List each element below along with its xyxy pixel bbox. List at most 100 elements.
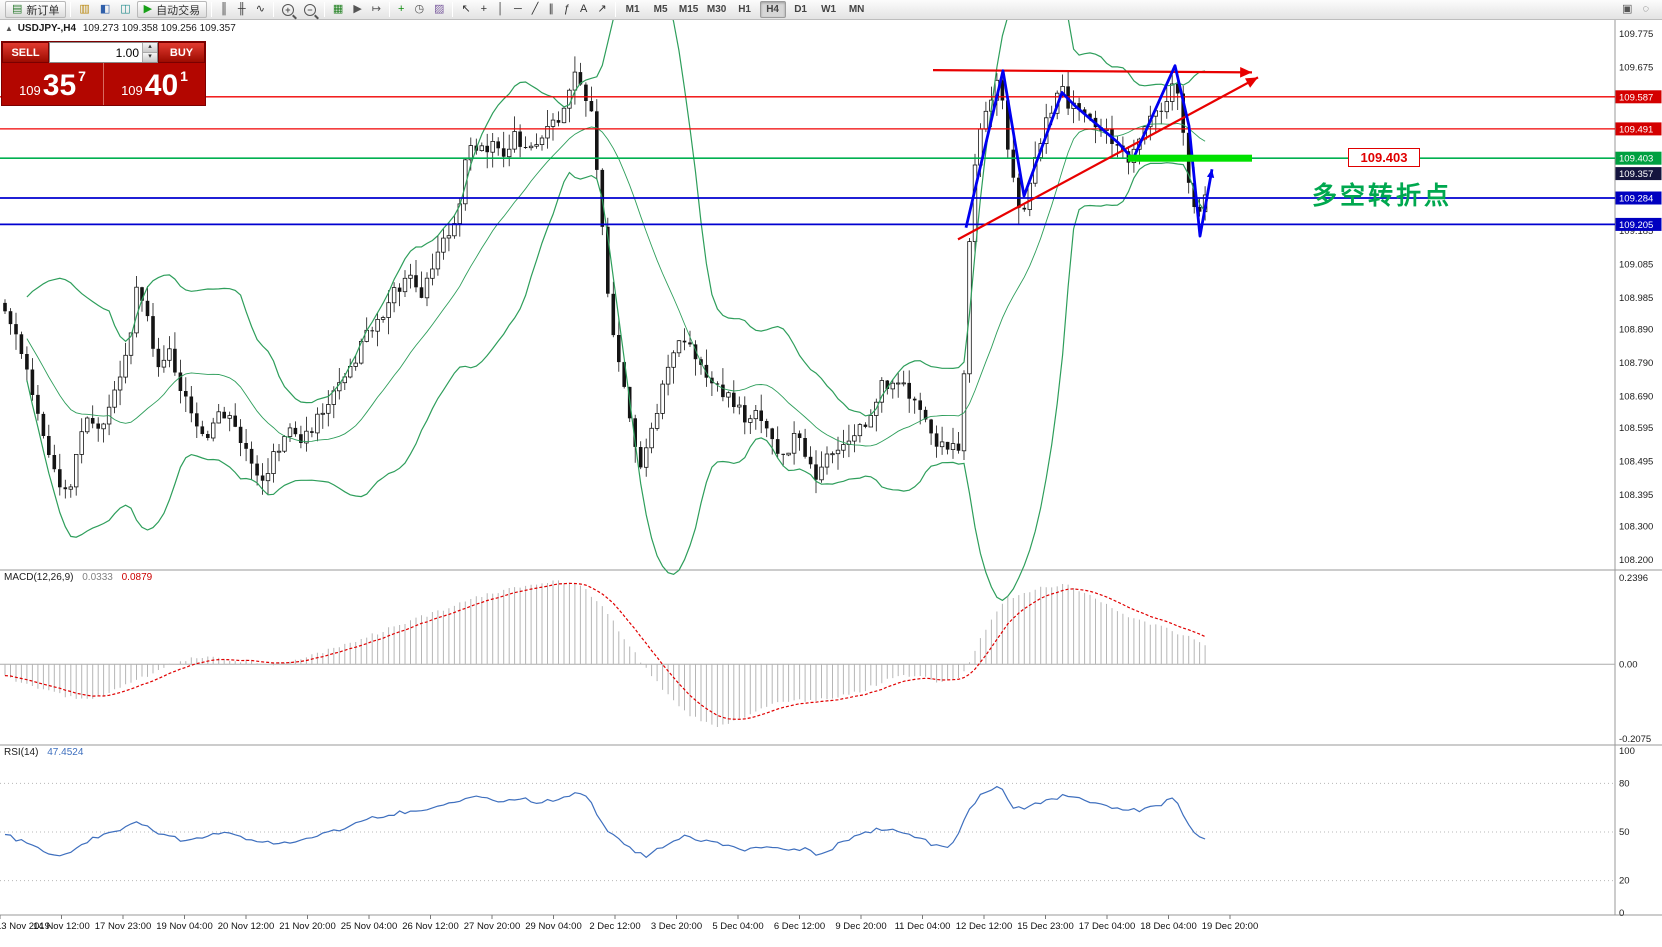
svg-text:108.200: 108.200 [1619, 555, 1653, 566]
vertical-line-icon: │ [497, 3, 504, 15]
toolbar-separator [614, 2, 616, 17]
tile-windows-icon: ▦ [332, 3, 344, 15]
tf-m30[interactable]: M30 [704, 1, 730, 18]
symbol-label: USDJPY-,H4 [17, 23, 77, 34]
tf-m15[interactable]: M15 [676, 1, 702, 18]
cursor-icon[interactable]: ↖ [457, 1, 474, 18]
channel-icon[interactable]: ∥ [544, 1, 558, 18]
svg-text:3 Dec 20:00: 3 Dec 20:00 [651, 921, 702, 932]
tf-h4[interactable]: H4 [759, 1, 786, 18]
sell-price-display: 109 35 7 [2, 63, 104, 105]
navigator-icon[interactable]: ◫ [116, 1, 134, 18]
macd-name: MACD(12,26,9) [4, 572, 74, 583]
ohlc-values: 109.273 109.358 109.256 109.357 [82, 23, 236, 34]
svg-text:109.085: 109.085 [1619, 259, 1653, 270]
zoom-in-icon[interactable]: + [278, 1, 298, 18]
vertical-line-icon[interactable]: │ [493, 1, 508, 18]
horizontal-line-icon[interactable]: ─ [510, 1, 526, 18]
toolbar-separator [211, 2, 213, 17]
templates-icon[interactable]: ▨ [430, 1, 448, 18]
svg-text:0.2396: 0.2396 [1619, 573, 1648, 584]
new-order-button-label: 新订单 [26, 4, 60, 17]
tf-m5[interactable]: M5 [648, 1, 674, 18]
volume-down-button[interactable]: ▾ [143, 53, 157, 62]
tf-m1[interactable]: M1 [620, 1, 646, 18]
svg-text:109.491: 109.491 [1619, 124, 1653, 135]
svg-text:108.300: 108.300 [1619, 522, 1653, 533]
tf-h4-label: H4 [766, 4, 779, 15]
fibonacci-icon: ƒ [563, 3, 571, 15]
svg-text:12 Dec 12:00: 12 Dec 12:00 [956, 921, 1013, 932]
volume-input[interactable] [50, 43, 142, 62]
macd-signal-value: 0.0879 [121, 572, 153, 583]
tf-w1[interactable]: W1 [816, 1, 842, 18]
volume-up-button[interactable]: ▴ [143, 43, 157, 53]
search-icon[interactable]: ◌ [1638, 1, 1653, 18]
new-order-button-icon: ▤ [12, 3, 23, 15]
svg-text:109.357: 109.357 [1619, 169, 1653, 180]
line-chart-icon[interactable]: ∿ [252, 1, 269, 18]
market-watch-icon[interactable]: ▥ [75, 1, 93, 18]
price-tag: 109.403 [1615, 151, 1662, 165]
chart-window-icon[interactable]: ▣ [1618, 1, 1636, 18]
new-order-button[interactable]: ▤ 新订单 [5, 1, 67, 18]
text-icon: A [580, 3, 588, 15]
tf-mn[interactable]: MN [844, 1, 870, 18]
toolbar-separator [389, 2, 390, 17]
sell-price-big: 35 [42, 69, 77, 103]
data-window-icon[interactable]: ◧ [96, 1, 114, 18]
svg-text:109.675: 109.675 [1619, 62, 1653, 73]
zoom-out-icon[interactable]: − [300, 1, 320, 18]
trendline-icon[interactable]: ╱ [528, 1, 543, 18]
svg-text:108.890: 108.890 [1619, 325, 1653, 336]
tile-windows-icon[interactable]: ▦ [329, 1, 347, 18]
toolbar-left-groups: ▤ 新订单 ▥ ◧ ◫ ▶ 自动交易 ║ ╫ ∿ + − ▦ ▶ ↦ + ◷ ▨ ↖ + │ ─ ╱ ∥ ƒ A ↗ M1 M5 M15 M… [4, 0, 871, 19]
one-click-trade-panel: SELL ▴ ▾ BUY 109 35 7 109 40 1 [1, 41, 206, 106]
svg-text:15 Dec 23:00: 15 Dec 23:00 [1017, 921, 1074, 932]
fibonacci-icon[interactable]: ƒ [560, 1, 574, 18]
templates-icon: ▨ [434, 3, 445, 15]
tf-d1[interactable]: D1 [788, 1, 814, 18]
chart-shift-icon[interactable]: ↦ [368, 1, 385, 18]
svg-text:17 Dec 04:00: 17 Dec 04:00 [1079, 921, 1136, 932]
price-tag: 109.587 [1615, 90, 1662, 104]
svg-text:108.495: 108.495 [1619, 457, 1653, 468]
svg-text:108.985: 108.985 [1619, 293, 1653, 304]
svg-text:109.775: 109.775 [1619, 29, 1653, 40]
tf-h1-label: H1 [738, 4, 751, 15]
crosshair-icon[interactable]: + [477, 1, 491, 18]
auto-scroll-icon[interactable]: ▶ [349, 1, 365, 18]
arrows-icon[interactable]: ↗ [593, 1, 610, 18]
candlestick-chart-icon[interactable]: ╫ [234, 1, 250, 18]
channel-icon: ∥ [548, 3, 554, 15]
zoom-out-icon: − [303, 3, 316, 16]
periods-icon: ◷ [414, 3, 425, 15]
svg-text:6 Dec 12:00: 6 Dec 12:00 [774, 921, 825, 932]
tf-h1[interactable]: H1 [732, 1, 758, 18]
buy-button[interactable]: BUY [158, 42, 205, 63]
autotrading-button[interactable]: ▶ 自动交易 [136, 1, 208, 18]
svg-text:108.690: 108.690 [1619, 391, 1653, 402]
svg-text:2 Dec 12:00: 2 Dec 12:00 [589, 921, 640, 932]
svg-text:21 Nov 20:00: 21 Nov 20:00 [279, 921, 336, 932]
svg-text:108.790: 108.790 [1619, 358, 1653, 369]
rsi-label: RSI(14) 47.4524 [4, 747, 83, 758]
svg-text:109.587: 109.587 [1619, 92, 1653, 103]
text-icon[interactable]: A [576, 1, 591, 18]
svg-text:29 Nov 04:00: 29 Nov 04:00 [525, 921, 582, 932]
svg-text:5 Dec 04:00: 5 Dec 04:00 [712, 921, 763, 932]
indicators-icon[interactable]: + [394, 1, 408, 18]
search-icon: ◌ [1642, 3, 1649, 15]
svg-text:25 Nov 04:00: 25 Nov 04:00 [341, 921, 398, 932]
tf-m30-label: M30 [706, 4, 727, 15]
periods-icon[interactable]: ◷ [410, 1, 428, 18]
buy-price-display: 109 40 1 [104, 63, 205, 105]
bar-chart-icon[interactable]: ║ [216, 1, 232, 18]
line-chart-icon: ∿ [255, 3, 265, 15]
svg-text:109.403: 109.403 [1619, 154, 1653, 165]
sell-button[interactable]: SELL [2, 42, 49, 63]
svg-text:108.395: 108.395 [1619, 490, 1653, 501]
symbol-marker-icon: ▲ [5, 24, 13, 33]
svg-text:108.595: 108.595 [1619, 423, 1653, 434]
